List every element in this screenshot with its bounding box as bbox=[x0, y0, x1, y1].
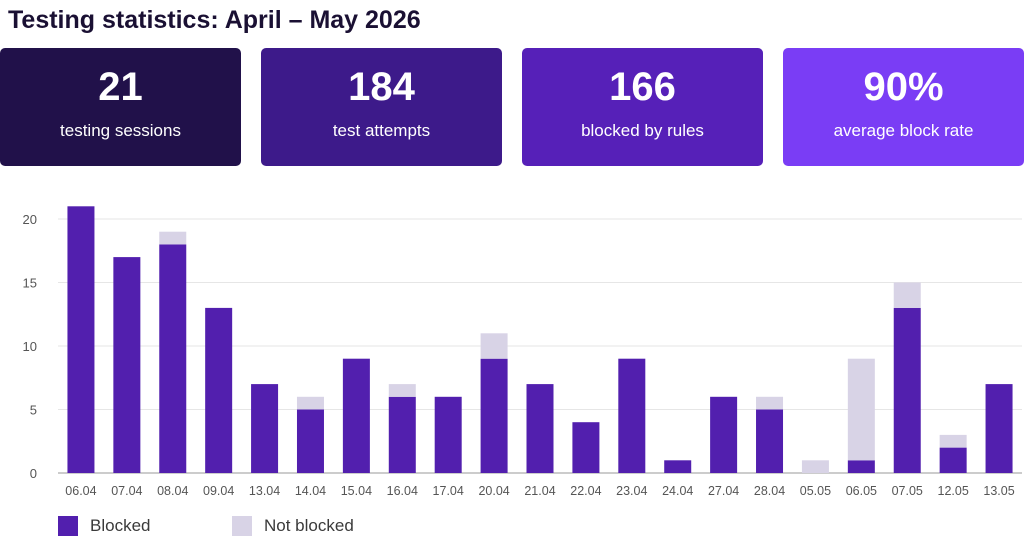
y-tick-label: 5 bbox=[30, 403, 37, 418]
y-tick-label: 15 bbox=[23, 276, 37, 291]
bar-blocked bbox=[939, 447, 967, 473]
x-tick-label: 13.04 bbox=[249, 484, 280, 498]
page-title: Testing statistics: April – May 2026 bbox=[8, 6, 421, 34]
bar-blocked bbox=[756, 409, 784, 473]
chart-legend: Blocked Not blocked bbox=[58, 514, 458, 538]
bar-blocked bbox=[526, 384, 554, 473]
bar-blocked bbox=[205, 307, 233, 473]
x-tick-label: 20.04 bbox=[478, 484, 509, 498]
bar-not-blocked bbox=[939, 434, 967, 448]
bar-not-blocked bbox=[159, 231, 187, 245]
attempts-value: 184 bbox=[348, 65, 415, 109]
summary-cards: 21 testing sessions 184 test attempts 16… bbox=[0, 48, 1024, 166]
legend-swatch-not-blocked bbox=[232, 516, 252, 536]
x-tick-label: 16.04 bbox=[387, 484, 418, 498]
bar-blocked bbox=[618, 358, 646, 473]
x-tick-label: 23.04 bbox=[616, 484, 647, 498]
blocked-card: 166 blocked by rules bbox=[522, 48, 763, 166]
bar-not-blocked bbox=[388, 384, 416, 397]
y-tick-label: 10 bbox=[23, 339, 37, 354]
block-rate-label: average block rate bbox=[833, 121, 974, 140]
block-rate-value: 90% bbox=[863, 65, 944, 109]
bar-not-blocked bbox=[756, 396, 784, 410]
x-tick-label: 05.05 bbox=[800, 484, 831, 498]
bar-blocked bbox=[893, 307, 921, 473]
bar-not-blocked bbox=[847, 358, 875, 461]
sessions-value: 21 bbox=[98, 65, 143, 109]
blocked-value: 166 bbox=[609, 65, 676, 109]
bar-blocked bbox=[434, 396, 462, 473]
legend-swatch-blocked bbox=[58, 516, 78, 536]
y-tick-label: 0 bbox=[30, 466, 37, 481]
bar-blocked bbox=[388, 396, 416, 473]
bar-blocked bbox=[572, 422, 600, 473]
legend-label-blocked: Blocked bbox=[90, 516, 151, 535]
bar-blocked bbox=[113, 257, 141, 473]
bar-blocked bbox=[67, 206, 95, 474]
x-tick-label: 13.05 bbox=[983, 484, 1014, 498]
x-tick-label: 21.04 bbox=[524, 484, 555, 498]
block-rate-card: 90% average block rate bbox=[783, 48, 1024, 166]
x-tick-label: 07.04 bbox=[111, 484, 142, 498]
attempts-label: test attempts bbox=[332, 121, 431, 140]
bar-blocked bbox=[480, 358, 508, 473]
x-tick-label: 14.04 bbox=[295, 484, 326, 498]
bar-blocked bbox=[296, 409, 324, 473]
x-tick-label: 07.05 bbox=[892, 484, 923, 498]
x-tick-label: 09.04 bbox=[203, 484, 234, 498]
x-tick-label: 28.04 bbox=[754, 484, 785, 498]
x-tick-label: 15.04 bbox=[341, 484, 372, 498]
bar-blocked bbox=[159, 244, 187, 473]
bar-not-blocked bbox=[801, 460, 829, 473]
bar-blocked bbox=[847, 460, 875, 473]
x-tick-label: 27.04 bbox=[708, 484, 739, 498]
x-tick-label: 24.04 bbox=[662, 484, 693, 498]
bar-blocked bbox=[710, 396, 738, 473]
sessions-label: testing sessions bbox=[60, 121, 181, 140]
x-tick-label: 06.04 bbox=[65, 484, 96, 498]
y-tick-label: 20 bbox=[23, 212, 37, 227]
bar-blocked bbox=[251, 384, 279, 473]
bar-not-blocked bbox=[296, 396, 324, 410]
bar-not-blocked bbox=[893, 282, 921, 308]
x-tick-label: 22.04 bbox=[570, 484, 601, 498]
blocked-label: blocked by rules bbox=[581, 121, 704, 140]
x-tick-label: 17.04 bbox=[433, 484, 464, 498]
stacked-bar-chart: 0 5 10 15 20 06.04 07.04 08.04 09.04 13.04 14.04 15… bbox=[23, 206, 1022, 498]
bar-blocked bbox=[342, 358, 370, 473]
bar-not-blocked bbox=[480, 333, 508, 359]
attempts-card: 184 test attempts bbox=[261, 48, 502, 166]
legend-label-not-blocked: Not blocked bbox=[264, 516, 354, 535]
sessions-card: 21 testing sessions bbox=[0, 48, 241, 166]
bar-blocked bbox=[985, 384, 1013, 473]
x-tick-label: 12.05 bbox=[938, 484, 969, 498]
x-tick-label: 06.05 bbox=[846, 484, 877, 498]
x-tick-label: 08.04 bbox=[157, 484, 188, 498]
bar-blocked bbox=[664, 460, 692, 473]
